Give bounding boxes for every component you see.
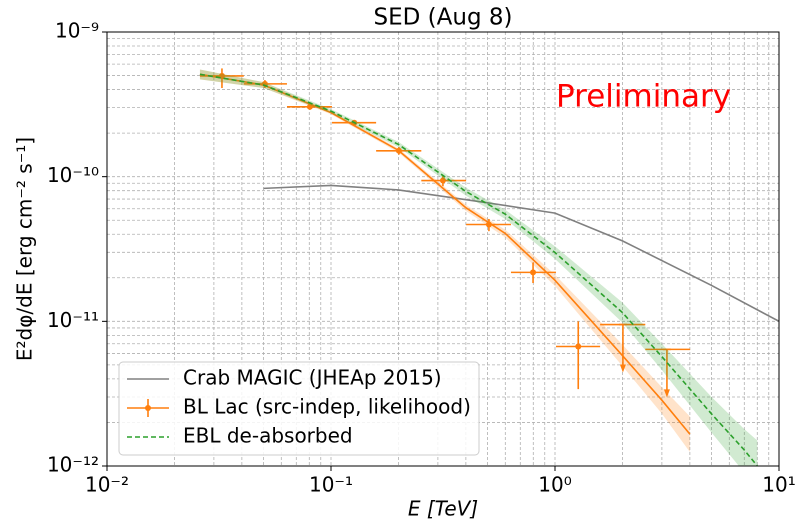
legend-label: BL Lac (src-indep, likelihood)	[183, 395, 471, 419]
data-point	[395, 147, 402, 154]
legend: Crab MAGIC (JHEAp 2015) BL Lac (src-indep…	[118, 361, 480, 456]
line	[199, 73, 758, 466]
legend-swatch	[145, 405, 151, 411]
upper-limit-head	[619, 364, 626, 373]
y-tick-label: 10⁻⁹	[55, 19, 99, 43]
x-tick-label: 10⁻²	[85, 473, 129, 497]
upper-limit-head	[663, 389, 670, 398]
x-axis-label: E [TeV]	[408, 497, 478, 521]
plot-area	[199, 68, 779, 466]
data-point	[575, 343, 582, 350]
x-tick-label: 10⁰	[538, 473, 571, 497]
x-tick-label: 10⁻¹	[309, 473, 353, 497]
legend-label: Crab MAGIC (JHEAp 2015)	[183, 366, 442, 390]
annotation: Preliminary	[556, 79, 731, 115]
data-point	[306, 103, 313, 110]
y-tick-label: 10⁻¹⁰	[47, 163, 99, 187]
y-tick-label: 10⁻¹²	[47, 453, 99, 477]
line	[263, 184, 779, 323]
x-tick-label: 10¹	[762, 473, 795, 497]
y-tick-label: 10⁻¹¹	[47, 308, 99, 332]
legend-box	[118, 361, 480, 456]
legend-label: EBL de-absorbed	[183, 424, 353, 448]
data-point	[485, 221, 492, 228]
axes-frame	[106, 31, 780, 467]
data-point	[530, 269, 537, 276]
chart-title: SED (Aug 8)	[374, 5, 513, 31]
y-axis-label: E²dφ/dE [erg cm⁻² s⁻¹]	[13, 137, 37, 361]
data-point	[439, 177, 446, 184]
